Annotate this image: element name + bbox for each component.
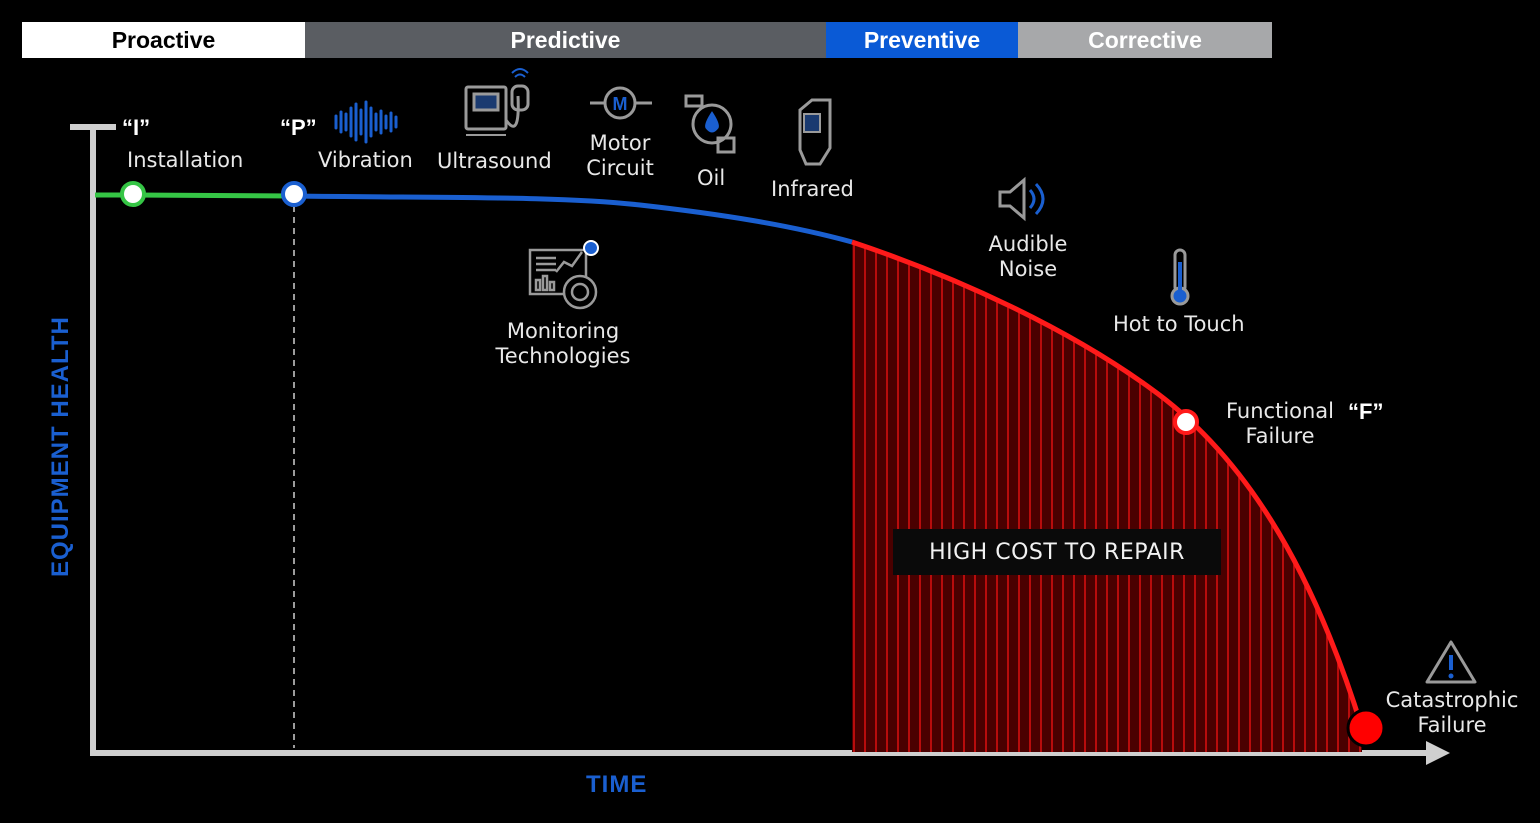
phase-predictive: Predictive [305, 22, 826, 58]
phase-proactive: Proactive [22, 22, 305, 58]
phase-label: Proactive [111, 26, 216, 53]
infrared-label: Infrared [771, 177, 854, 201]
audible-line-2: Noise [998, 257, 1058, 281]
f-marker: “F” [1348, 399, 1384, 424]
speaker-icon [998, 176, 1045, 222]
oil-drop-icon [684, 94, 736, 154]
monitoring-technologies-label: Monitoring Technologies [483, 319, 643, 369]
installation-label: Installation [127, 148, 244, 172]
axes [70, 124, 1450, 765]
p-node [281, 181, 307, 207]
ultrasound-label: Ultrasound [437, 149, 552, 173]
vibration-wave-icon [334, 100, 398, 144]
functional-failure-node [1173, 409, 1199, 435]
motor-circuit-line-2: Circuit [586, 156, 654, 180]
phase-label: Preventive [863, 26, 981, 53]
catastrophic-line-1: Catastrophic [1385, 688, 1519, 712]
high-cost-label-box: HIGH COST TO REPAIR [893, 529, 1221, 575]
catastrophic-failure-label: Catastrophic Failure [1378, 688, 1526, 738]
phase-corrective: Corrective [1018, 22, 1272, 58]
failure-line [851, 239, 1365, 729]
i-marker: “I” [122, 115, 151, 140]
high-cost-label: HIGH COST TO REPAIR [929, 539, 1185, 565]
svg-text:M: M [613, 94, 628, 114]
oil-label: Oil [697, 166, 726, 190]
catastrophic-failure-node [1346, 708, 1386, 748]
installation-node [120, 181, 146, 207]
monitoring-dashboard-icon [528, 240, 599, 310]
monitoring-line-2: Technologies [495, 344, 631, 368]
y-axis-title: EQUIPMENT HEALTH [47, 316, 74, 577]
x-axis-title: TIME [586, 771, 648, 798]
high-cost-region [852, 242, 1362, 752]
functional-failure-label: Functional Failure [1216, 399, 1344, 449]
audible-noise-label: Audible Noise [978, 232, 1078, 282]
vibration-label: Vibration [318, 148, 413, 172]
ultrasound-device-icon [464, 68, 530, 136]
motor-circuit-line-1: Motor [589, 131, 651, 155]
region-fill [852, 242, 1362, 752]
thermometer-icon [1170, 248, 1190, 306]
warning-triangle-icon [1425, 640, 1477, 684]
infrared-thermometer-icon [798, 98, 832, 166]
functional-line-2: Failure [1245, 424, 1315, 448]
x-axis-arrow [1426, 741, 1450, 765]
phase-label: Predictive [510, 26, 621, 53]
p-marker: “P” [280, 115, 317, 140]
phase-label: Corrective [1088, 26, 1202, 53]
hot-to-touch-label: Hot to Touch [1113, 312, 1245, 336]
phase-preventive: Preventive [826, 22, 1018, 58]
catastrophic-line-2: Failure [1417, 713, 1487, 737]
functional-line-1: Functional [1225, 399, 1335, 423]
motor-icon: M [590, 86, 652, 120]
audible-line-1: Audible [988, 232, 1068, 256]
motor-circuit-label: Motor Circuit [575, 131, 665, 181]
predictive-line [293, 193, 853, 245]
monitoring-line-1: Monitoring [506, 319, 620, 343]
